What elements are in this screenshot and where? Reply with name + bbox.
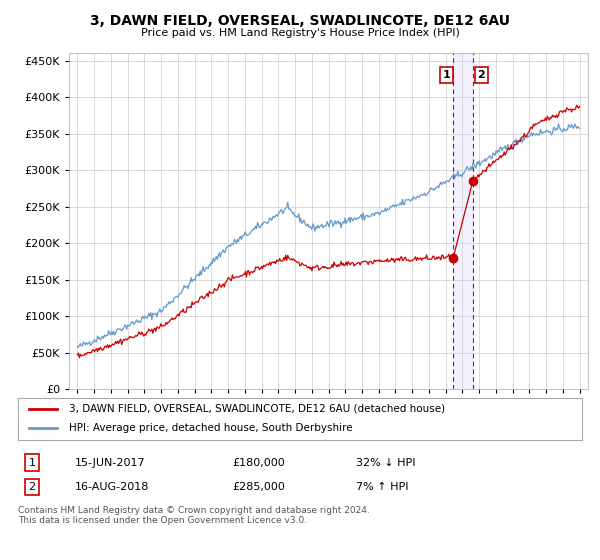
Text: 3, DAWN FIELD, OVERSEAL, SWADLINCOTE, DE12 6AU: 3, DAWN FIELD, OVERSEAL, SWADLINCOTE, DE… <box>90 14 510 28</box>
Text: 2: 2 <box>29 482 35 492</box>
Bar <box>453 53 473 389</box>
Text: 15-JUN-2017: 15-JUN-2017 <box>74 458 145 468</box>
Text: 3, DAWN FIELD, OVERSEAL, SWADLINCOTE, DE12 6AU (detached house): 3, DAWN FIELD, OVERSEAL, SWADLINCOTE, DE… <box>69 404 445 414</box>
Text: HPI: Average price, detached house, South Derbyshire: HPI: Average price, detached house, Sout… <box>69 423 352 433</box>
Text: £180,000: £180,000 <box>232 458 285 468</box>
Text: Contains HM Land Registry data © Crown copyright and database right 2024.
This d: Contains HM Land Registry data © Crown c… <box>18 506 370 525</box>
Text: 1: 1 <box>443 70 451 80</box>
Text: 2: 2 <box>478 70 485 80</box>
Text: 32% ↓ HPI: 32% ↓ HPI <box>356 458 416 468</box>
Text: 7% ↑ HPI: 7% ↑ HPI <box>356 482 409 492</box>
Text: £285,000: £285,000 <box>232 482 285 492</box>
Text: 16-AUG-2018: 16-AUG-2018 <box>74 482 149 492</box>
Text: 1: 1 <box>29 458 35 468</box>
Text: Price paid vs. HM Land Registry's House Price Index (HPI): Price paid vs. HM Land Registry's House … <box>140 28 460 38</box>
